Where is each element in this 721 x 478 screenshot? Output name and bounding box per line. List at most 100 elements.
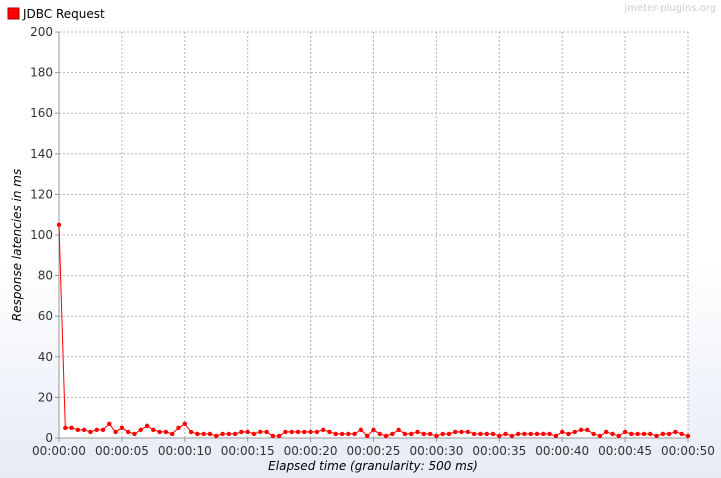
y-tick-label: 100 [30,228,53,242]
x-axis-title: Elapsed time (granularity: 500 ms) [268,459,478,473]
data-point [421,431,427,437]
data-point [685,433,691,439]
data-point [245,429,250,435]
data-point [440,431,445,437]
data-point [295,429,301,435]
data-point [566,431,571,437]
data-point [560,429,565,435]
data-point [591,431,596,437]
legend-swatch-jdbc-request [7,7,20,20]
y-tick-label: 40 [38,350,53,364]
y-tick-label: 120 [30,187,53,201]
data-point [81,427,87,433]
data-point [465,429,471,435]
data-point [434,433,439,439]
y-tick-label: 160 [30,106,53,120]
data-point [75,427,81,433]
data-point [176,425,181,431]
data-point [264,429,269,435]
data-point [673,429,678,435]
data-point [371,427,376,433]
data-point [453,429,458,435]
data-point [484,431,489,437]
x-tick-label: 00:00:35 [472,444,526,458]
data-point [503,431,508,437]
data-point [270,433,276,439]
series-jdbc-request [56,222,691,439]
data-point [666,431,672,437]
data-point [541,431,546,437]
data-point [396,427,401,433]
data-point [327,429,332,435]
data-point [478,431,483,437]
x-tick-label: 00:00:45 [598,444,652,458]
data-point [170,431,175,437]
watermark: jmeter-plugins.org [623,3,716,14]
data-point [283,429,288,435]
data-point [339,431,345,437]
data-point [509,433,515,439]
data-point [100,427,106,433]
data-point [528,431,533,437]
data-point [553,433,559,439]
data-point [346,431,351,437]
x-axis-ticks: 00:00:00 00:00:05 00:00:10 00:00:15 00:00:20… [32,438,715,458]
data-point [308,429,313,435]
data-point [333,431,338,437]
data-point [195,431,200,437]
data-point [377,431,382,437]
y-axis-title: Response latencies in ms [10,169,24,321]
data-point [358,427,364,433]
data-point [226,431,232,437]
data-point [415,429,420,435]
x-tick-label: 00:00:50 [661,444,715,458]
data-point [207,431,213,437]
data-point [604,429,609,435]
data-point [383,433,389,439]
data-point [522,431,527,437]
y-tick-label: 180 [30,66,53,80]
data-point [641,431,647,437]
data-point [69,425,74,431]
data-point [490,431,496,437]
x-tick-label: 00:00:00 [32,444,86,458]
y-tick-label: 0 [45,431,53,445]
data-point [125,429,131,435]
data-point [113,429,118,435]
x-tick-label: 00:00:20 [284,444,338,458]
data-point [534,431,540,437]
data-point [320,427,326,433]
data-point [585,427,590,433]
data-point [132,431,137,437]
data-point [597,433,603,439]
x-tick-label: 00:00:05 [95,444,149,458]
data-point [547,431,552,437]
data-point [471,431,477,437]
data-point [654,433,659,439]
data-point [151,427,156,433]
data-point [622,429,628,435]
data-point [94,427,99,433]
data-point [138,427,143,433]
data-point [572,429,577,435]
data-point [63,425,68,431]
data-point [459,429,464,435]
y-tick-label: 140 [30,147,53,161]
data-point [258,429,263,435]
y-tick-label: 200 [30,25,53,39]
x-tick-label: 00:00:15 [221,444,275,458]
legend: JDBC Request [7,7,105,21]
data-point [289,429,294,435]
grid-lines [59,31,689,438]
data-point [660,431,666,437]
data-point [610,431,615,437]
data-point [648,431,653,437]
data-point [497,433,502,439]
y-axis-ticks: 0 20 40 60 80 100 120 140 160 180 200 [30,25,59,445]
data-point [515,431,521,437]
data-point [144,423,150,429]
data-point [182,421,187,426]
data-point [302,429,307,435]
